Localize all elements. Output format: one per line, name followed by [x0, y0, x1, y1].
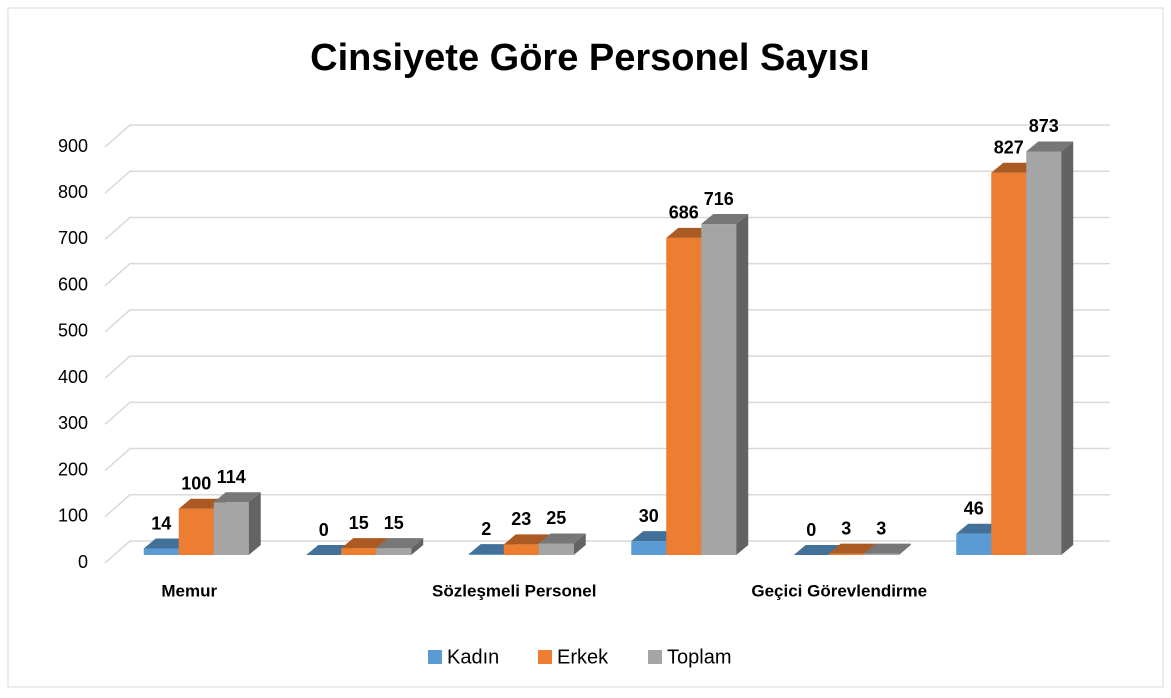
bar-front [538, 543, 574, 555]
legend-swatch [648, 650, 662, 664]
bar-front [1026, 151, 1062, 556]
bar-front [991, 172, 1027, 555]
bar-side [898, 543, 911, 555]
value-label: 114 [217, 467, 246, 487]
grid-line [104, 216, 1110, 241]
bar-side [736, 214, 749, 555]
y-tick-label: 600 [58, 274, 88, 294]
value-label: 25 [546, 508, 566, 528]
bar-front [666, 237, 702, 555]
grid-line [104, 355, 1110, 379]
bar-front [956, 533, 992, 555]
bar-front [701, 224, 737, 555]
legend-swatch [428, 650, 442, 664]
bar-side [248, 492, 261, 555]
bar-top [863, 543, 911, 554]
legend-swatch [538, 650, 552, 664]
value-label: 100 [181, 474, 211, 494]
x-tick-label: Geçici Görevlendirme [751, 581, 927, 600]
bar-front [631, 541, 667, 555]
bar-top [538, 533, 586, 544]
y-tick-label: 900 [58, 136, 88, 156]
bar-front [828, 553, 864, 555]
chart-border [7, 7, 1164, 688]
legend-label: Kadın [447, 646, 499, 668]
chart-title: Cinsiyete Göre Personel Sayısı [310, 37, 870, 79]
value-label: 3 [841, 518, 851, 538]
y-tick-label: 700 [58, 228, 88, 248]
bar-top [793, 545, 841, 555]
grid-line [104, 124, 1110, 148]
bar-front [503, 544, 539, 555]
value-label: 46 [964, 498, 984, 518]
bar-front [213, 502, 249, 555]
value-label: 716 [704, 189, 734, 209]
bar-front [178, 508, 214, 555]
bar-top [503, 534, 551, 545]
y-tick-label: 400 [58, 367, 88, 387]
value-label: 0 [319, 520, 329, 540]
value-label: 15 [384, 513, 404, 533]
x-tick-label: Sözleşmeli Personel [432, 581, 596, 600]
bar-top [701, 214, 749, 225]
value-label: 14 [151, 513, 171, 533]
bar-side [1061, 141, 1074, 556]
y-tick-label: 100 [58, 506, 88, 526]
value-label: 2 [481, 519, 491, 539]
y-tick-label: 200 [58, 459, 88, 479]
bar-top [1026, 141, 1074, 152]
bar-top [341, 538, 389, 549]
bar-side [573, 533, 586, 555]
bar-front [341, 548, 377, 555]
grid-line [104, 170, 1110, 194]
value-label: 23 [511, 509, 531, 529]
bar-top [828, 543, 876, 554]
y-tick-label: 500 [58, 321, 88, 341]
value-label: 686 [669, 203, 699, 223]
value-label: 3 [876, 518, 886, 538]
grid-line [104, 540, 1110, 564]
grid-line [104, 494, 1110, 518]
grid-line [104, 262, 1110, 287]
legend-label: Toplam [667, 646, 731, 668]
bar-top [376, 538, 424, 549]
value-label: 827 [994, 137, 1024, 157]
bar-front [143, 548, 179, 555]
value-label: 873 [1029, 116, 1059, 136]
y-tick-label: 300 [58, 413, 88, 433]
value-label: 0 [806, 520, 816, 540]
grid-line [104, 447, 1110, 472]
y-tick-label: 0 [78, 552, 88, 572]
value-label: 30 [639, 506, 659, 526]
x-tick-label: Memur [161, 581, 217, 600]
grid-line [104, 401, 1110, 425]
legend-label: Erkek [557, 646, 609, 668]
bar-front [376, 548, 412, 555]
value-label: 15 [349, 513, 369, 533]
bar-top [213, 492, 261, 503]
bar-front [863, 553, 899, 555]
bar-front [468, 554, 504, 555]
y-tick-label: 800 [58, 182, 88, 202]
bar-side [411, 538, 424, 555]
grid-line [104, 309, 1110, 333]
